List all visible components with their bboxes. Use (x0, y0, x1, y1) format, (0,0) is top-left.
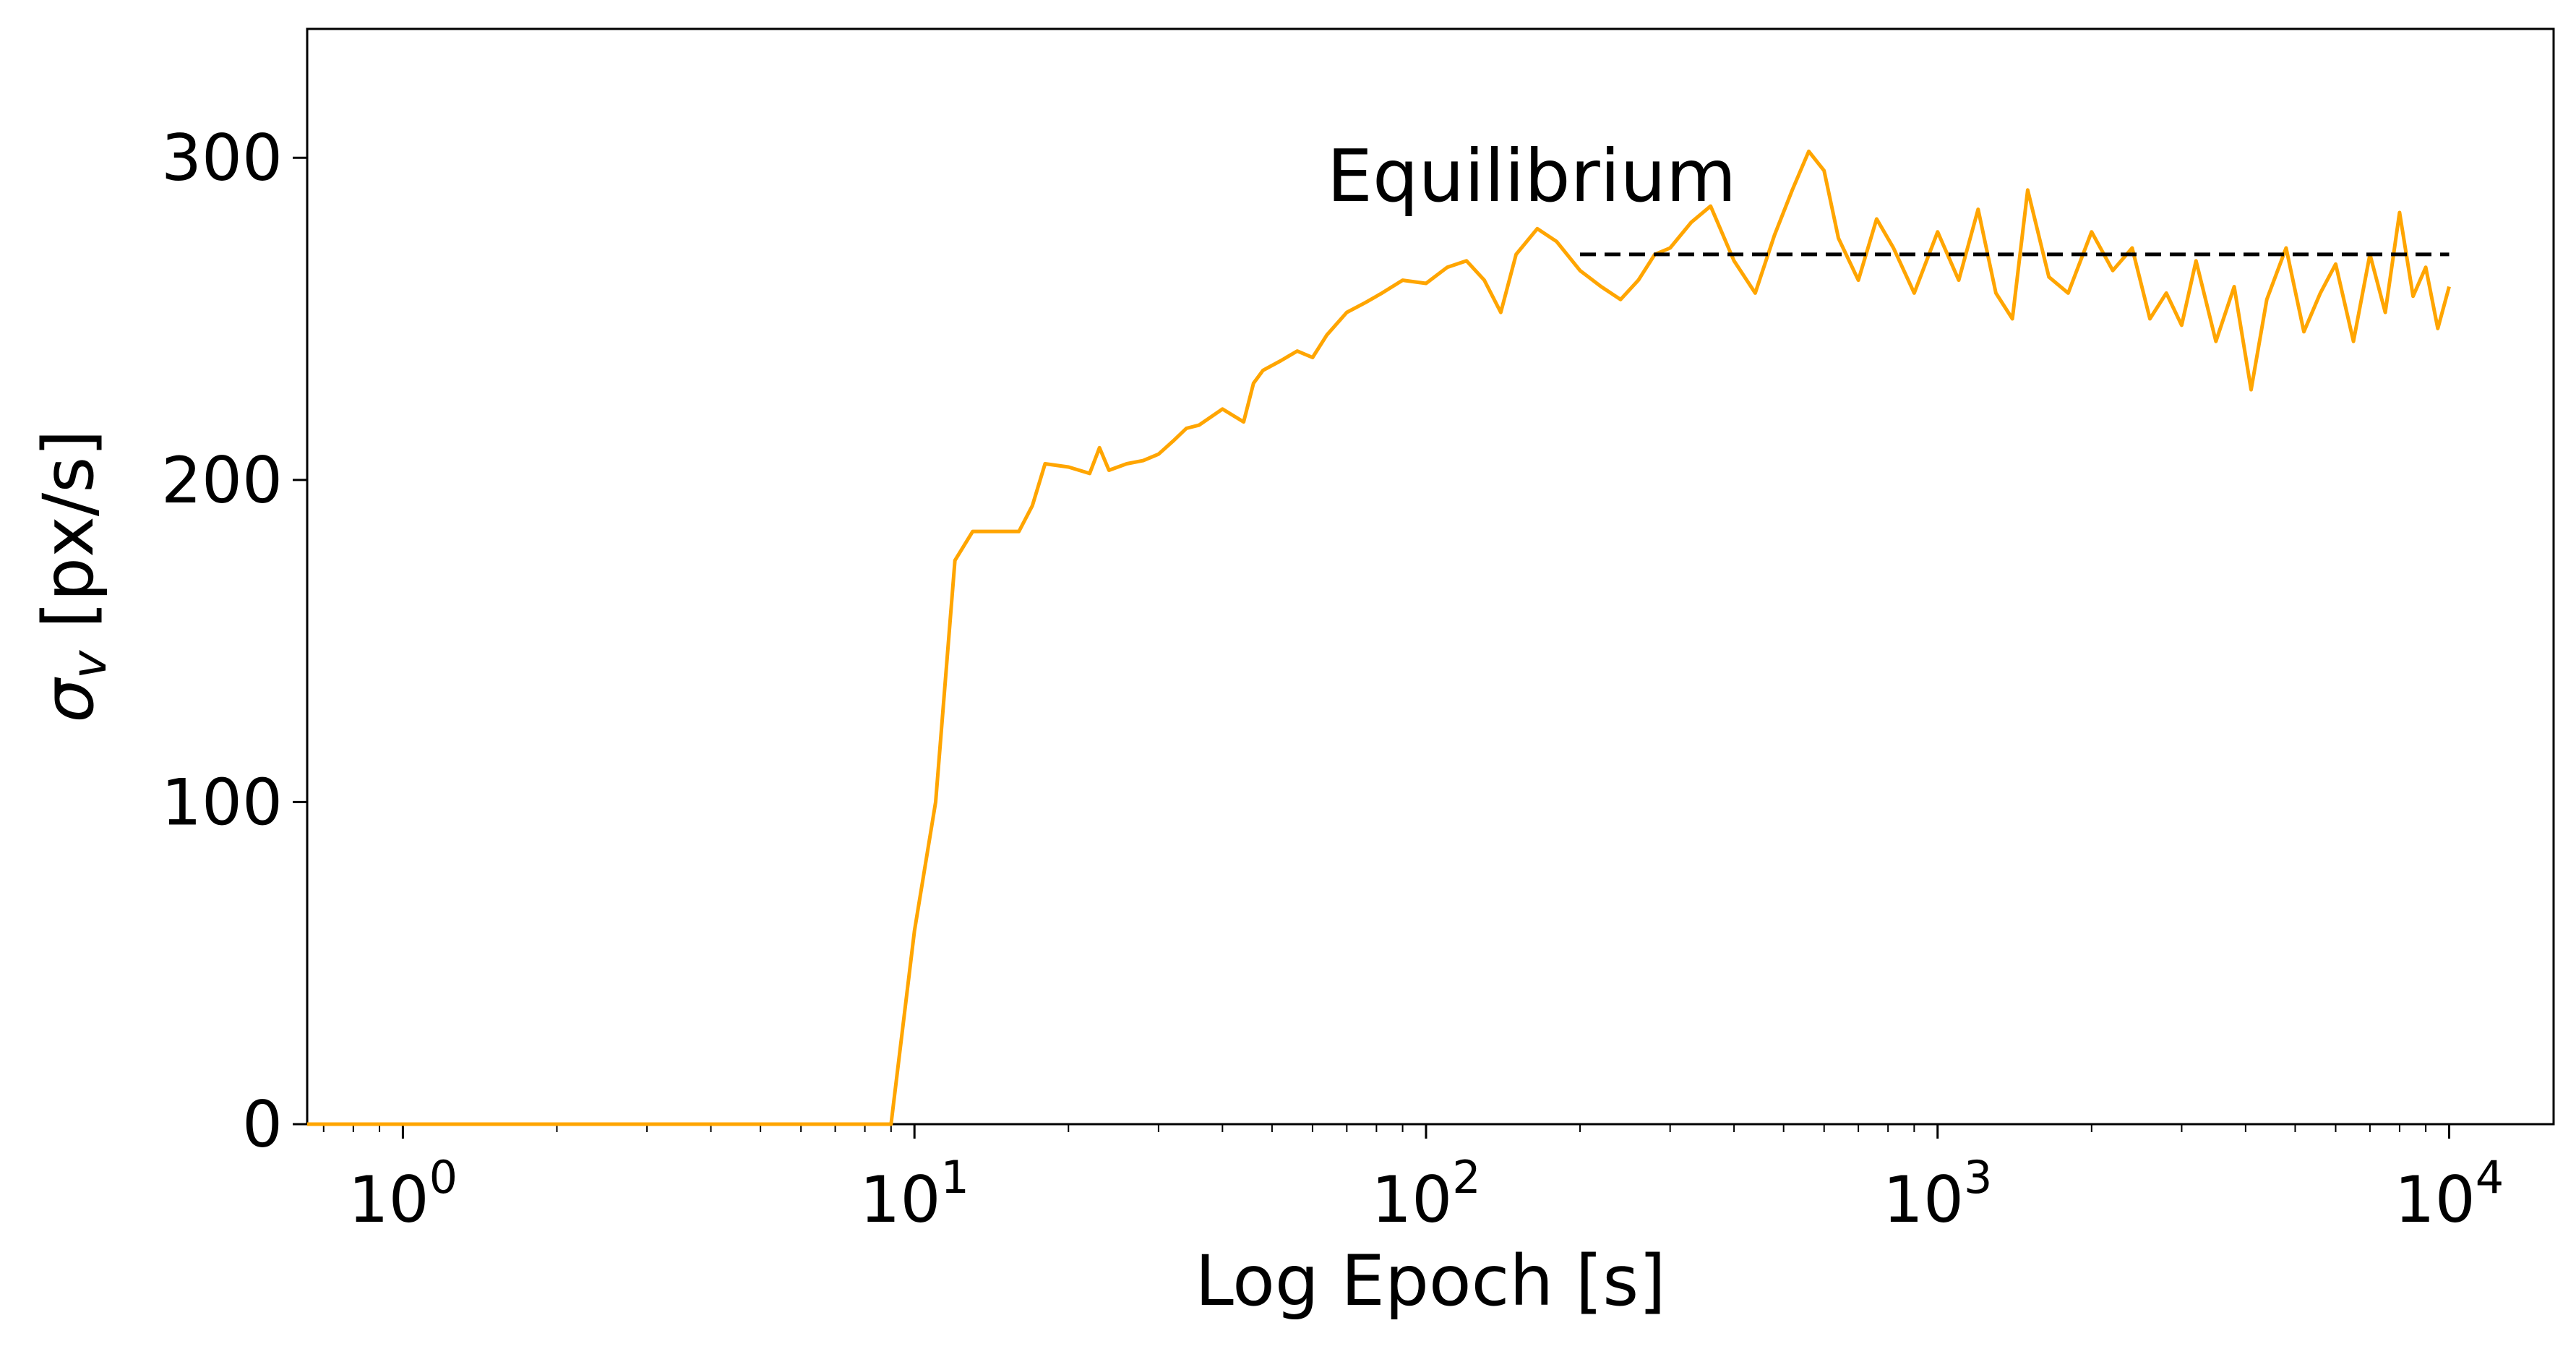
x-tick-base: 10 (1371, 1162, 1452, 1237)
x-tick-exponent: 3 (1964, 1151, 1992, 1204)
y-axis-label-unit: [px/s] (28, 429, 109, 651)
y-axis-label: σv [px/s] (28, 429, 117, 722)
y-axis-label-symbol: σ (28, 677, 109, 723)
x-tick-base: 10 (348, 1162, 429, 1237)
sigma-v-line (307, 149, 2451, 1126)
x-tick-label: 103 (1883, 1151, 1992, 1237)
equilibrium-annotation: Equilibrium (1327, 134, 1737, 218)
x-tick-base: 10 (859, 1162, 940, 1237)
x-tick-label: 100 (348, 1151, 458, 1237)
y-tick-label: 200 (161, 443, 283, 518)
series-layer (307, 149, 2451, 1126)
x-tick-label: 102 (1371, 1151, 1480, 1237)
x-tick-label: 104 (2395, 1151, 2504, 1237)
x-tick-exponent: 2 (1452, 1151, 1480, 1204)
x-tick-exponent: 1 (940, 1151, 969, 1204)
y-axis-ticks: 0 100 200 300 (161, 121, 307, 1162)
x-tick-base: 10 (2395, 1162, 2476, 1237)
y-tick-label: 100 (161, 765, 283, 839)
plot-area (306, 27, 2555, 1126)
x-tick-base: 10 (1883, 1162, 1964, 1237)
x-tick-exponent: 0 (429, 1151, 458, 1204)
x-tick-exponent: 4 (2476, 1151, 2504, 1204)
y-tick-label: 0 (242, 1087, 283, 1162)
x-axis-label: Log Epoch [s] (1195, 1241, 1665, 1322)
x-tick-label: 101 (859, 1151, 969, 1237)
y-tick-label: 300 (161, 121, 283, 195)
y-axis-label-subscript: v (61, 650, 117, 679)
x-axis-ticks: 100 101 102 103 104 (322, 1124, 2504, 1237)
